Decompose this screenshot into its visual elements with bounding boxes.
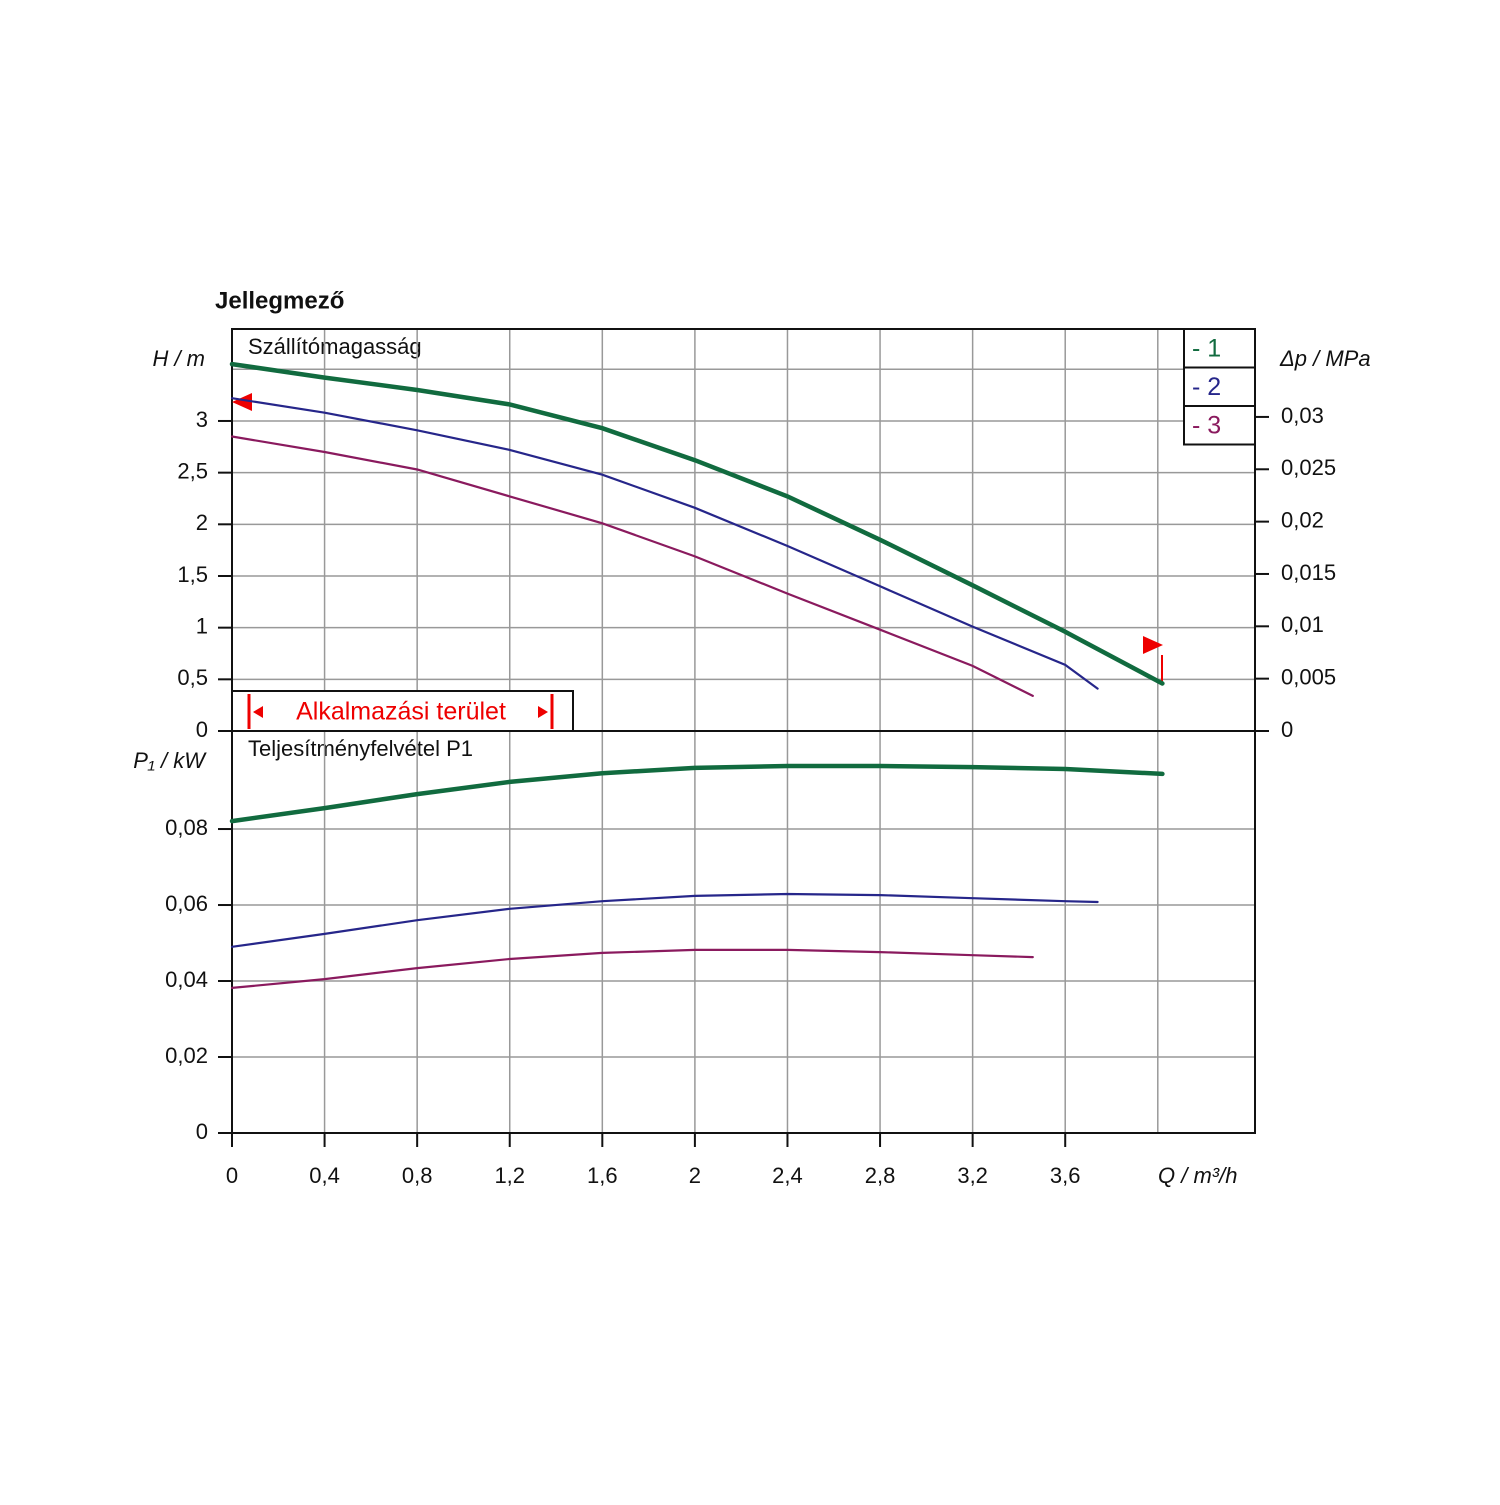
legend-box <box>1183 328 1256 369</box>
y2-tick-label: 0,015 <box>1281 560 1336 585</box>
limit-marker <box>232 393 252 411</box>
y-tick-label: 0,08 <box>165 815 208 840</box>
plot-frame <box>231 328 1256 732</box>
limit-marker <box>1143 636 1163 654</box>
legend-label: - 1 <box>1192 335 1221 363</box>
y-tick-label: 3 <box>196 407 208 432</box>
curve <box>230 397 1099 690</box>
range-arrow <box>538 706 548 718</box>
legend-box <box>1183 405 1256 446</box>
x-axis-label: Q / m³/h <box>1158 1163 1237 1188</box>
x-tick-label: 1,2 <box>494 1163 525 1188</box>
curve <box>229 361 1165 686</box>
y-axis-label: P₁ / kW <box>133 748 207 773</box>
y2-tick-label: 0,02 <box>1281 507 1324 532</box>
x-tick-label: 0,8 <box>402 1163 433 1188</box>
range-box <box>231 690 574 732</box>
y-tick-label: 1,5 <box>177 562 208 587</box>
y-tick-label: 2 <box>196 510 208 535</box>
legend-label: - 2 <box>1192 373 1221 401</box>
range-arrow <box>253 706 263 718</box>
y-tick-label: 0,06 <box>165 891 208 916</box>
x-tick-label: 3,2 <box>957 1163 988 1188</box>
y-tick-label: 0 <box>196 1119 208 1144</box>
plot-frame <box>231 730 1256 1134</box>
y-tick-label: 1 <box>196 613 208 638</box>
y2-tick-label: 0,025 <box>1281 455 1336 480</box>
range-label: Alkalmazási terület <box>296 698 506 726</box>
y2-tick-label: 0,005 <box>1281 664 1336 689</box>
curve <box>230 948 1034 989</box>
x-tick-label: 2,4 <box>772 1163 803 1188</box>
y-tick-label: 0,04 <box>165 967 208 992</box>
y2-tick-label: 0 <box>1281 717 1293 742</box>
x-tick-label: 2,8 <box>865 1163 896 1188</box>
x-tick-label: 0,4 <box>309 1163 340 1188</box>
panel-label: Szállítómagasság <box>248 334 422 359</box>
curve <box>230 892 1099 948</box>
y-axis-label: H / m <box>152 346 205 371</box>
y-tick-label: 0,02 <box>165 1043 208 1068</box>
legend-box <box>1183 366 1256 407</box>
y-tick-label: 0,5 <box>177 665 208 690</box>
y2-tick-label: 0,03 <box>1281 403 1324 428</box>
curve <box>229 763 1165 824</box>
legend-label: - 3 <box>1192 412 1221 440</box>
x-tick-label: 2 <box>689 1163 701 1188</box>
chart-title: Jellegmező <box>215 287 344 314</box>
y2-tick-label: 0,01 <box>1281 612 1324 637</box>
curve <box>230 435 1034 697</box>
y2-axis-label: Δp / MPa <box>1279 346 1371 371</box>
x-tick-label: 3,6 <box>1050 1163 1081 1188</box>
panel-label: Teljesítményfelvétel P1 <box>248 736 473 761</box>
x-tick-label: 1,6 <box>587 1163 618 1188</box>
x-tick-label: 0 <box>226 1163 238 1188</box>
y-tick-label: 0 <box>196 717 208 742</box>
y-tick-label: 2,5 <box>177 458 208 483</box>
